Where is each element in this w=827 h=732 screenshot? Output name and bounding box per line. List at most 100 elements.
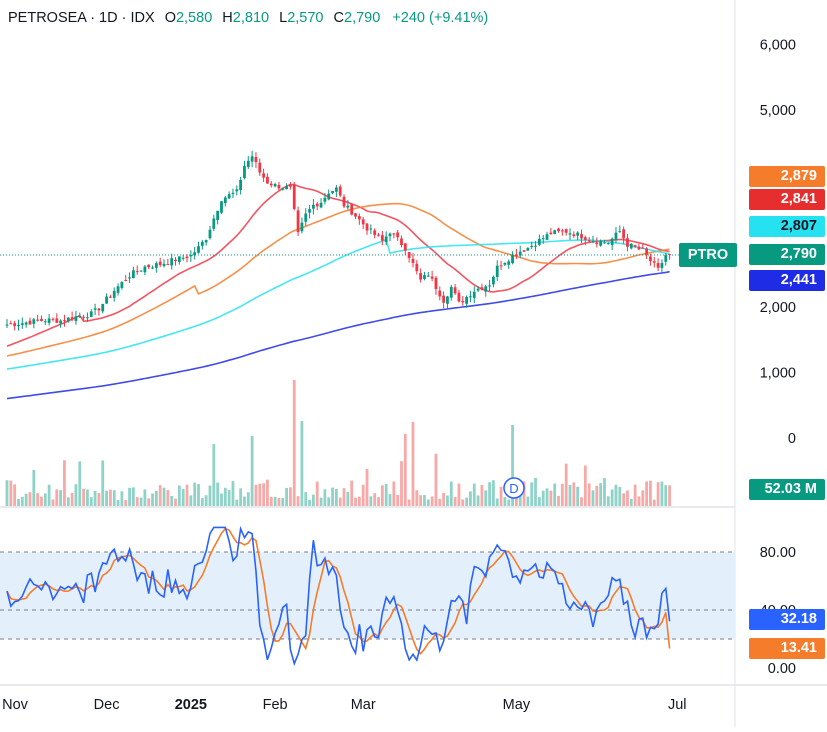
volume-bar [526,496,530,506]
volume-bar [545,488,549,506]
candle-body [557,228,560,232]
candle-body [231,192,235,194]
candle-body [285,186,288,190]
candle-body [181,257,185,259]
candle-body [572,234,576,237]
candle-body [304,213,308,222]
candle-body [174,259,177,262]
rsi-tick-label: 80.00 [760,545,796,561]
volume-bar [641,490,645,506]
volume-bar [43,493,47,506]
candle-body [139,270,143,272]
ma200-badge: 2,441 [749,270,825,291]
volume-bar [369,496,373,506]
volume-bar [143,489,147,506]
volume-bar [235,499,239,506]
volume-bar [488,482,491,506]
candle-body [162,263,166,267]
volume-bar [645,481,649,506]
dividend-circle [503,477,525,499]
volume-bar [86,489,89,506]
volume-bar [495,498,499,506]
volume-bar [327,497,331,506]
candle-body [250,156,254,162]
volume-bar [388,494,392,506]
volume-bar [423,495,426,506]
volume-bar [177,485,181,506]
candle-body [101,304,105,312]
volume-bar [158,485,162,506]
high-value: 2,810 [232,10,270,26]
candle-body [109,296,112,298]
volume-bar [384,484,388,506]
candle-body [235,189,239,192]
candle-body [147,264,151,268]
candle-body [426,275,430,277]
candle-body [576,232,580,236]
volume-bar [377,497,380,506]
candle-body [361,219,365,225]
candle-body [323,197,327,202]
candle-body [545,234,549,240]
volume-bar [78,461,82,506]
candle-body [47,318,51,323]
candle-body [105,296,108,304]
candle-body [319,202,323,208]
candle-body [476,288,480,291]
volume-bar [334,488,338,506]
volume-bar [583,465,587,506]
candle-body [415,263,419,272]
candle-body [112,290,116,298]
open-label: O [164,10,176,26]
volume-bar [269,497,273,506]
candle-body [17,324,20,327]
ma50-line [6,202,670,357]
volume-bar [660,481,664,506]
ticker-badge: PTRO [679,243,737,267]
volume-bar [147,498,151,506]
candle-body [656,263,660,268]
candle-body [484,286,488,292]
close-label: C [333,10,344,26]
ma50-badge: 2,879 [749,166,825,187]
candle-body [266,176,269,184]
volume-bar [285,487,288,506]
candle-body [220,201,223,213]
volume-bar [204,495,208,506]
candle-body [365,223,369,231]
open-value: 2,580 [175,10,213,26]
time-tick-label: Feb [263,697,288,713]
volume-bar [300,421,304,506]
candle-body [55,318,59,323]
volume-bar [17,498,20,506]
candle-body [622,229,626,239]
chart-header: PETROSEA · 1D · IDX O2,580 H2,810 L2,570… [8,10,488,26]
volume-bar [24,493,28,506]
volume-bar [549,490,553,506]
volume-bar [59,490,63,506]
volume-bar [342,488,346,506]
candle-body [216,210,220,220]
candle-body [534,245,537,247]
volume-bar [331,487,334,506]
volume-bar [591,490,595,506]
candle-body [116,286,120,293]
volume-bar [97,493,101,506]
candle-body [227,194,231,199]
candle-body [392,233,396,235]
volume-bar [407,499,411,506]
time-tick-label: Jul [668,697,687,713]
volume-bar [312,494,315,506]
candle-body [185,256,189,259]
rsi-tick-label: 0.00 [768,661,796,677]
volume-bar [40,496,43,506]
volume-bar [296,496,300,506]
volume-bar [28,492,32,506]
volume-bar [13,484,17,506]
candle-body [380,235,384,241]
volume-bar [243,496,246,506]
volume-bar [135,497,139,506]
candle-body [511,255,514,264]
volume-bar [220,493,223,506]
